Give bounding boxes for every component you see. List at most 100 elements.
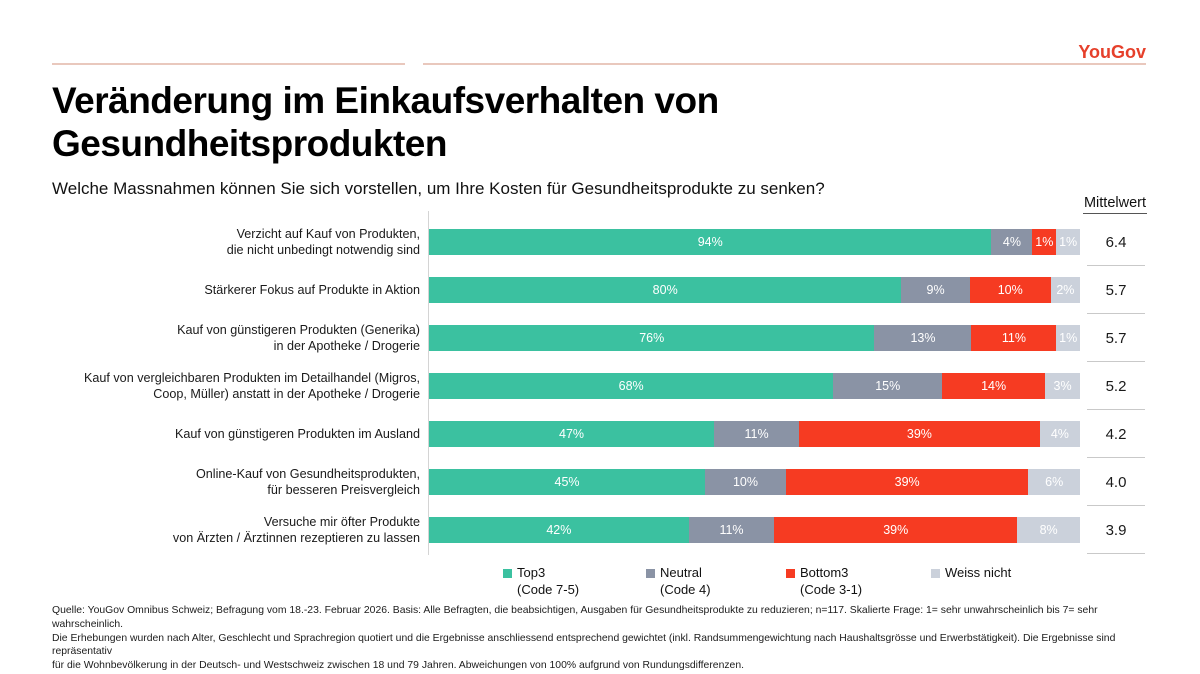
bar-segment-weiss-nicht: 1% [1056, 229, 1080, 255]
legend-swatch-icon [646, 569, 655, 578]
mean-column-header: Mittelwert [1080, 195, 1150, 214]
stacked-bar: 76% 13% 11% 1% [429, 325, 1080, 351]
segment-value-label: 4% [1050, 427, 1069, 441]
bar-segment-bottom3: 11% [971, 325, 1057, 351]
segment-value-label: 14% [981, 379, 1007, 393]
bar-segment-weiss-nicht: 3% [1045, 373, 1080, 399]
mean-value: 4.2 [1080, 410, 1152, 458]
bar-segment-bottom3: 39% [785, 469, 1029, 495]
chart-row: Online-Kauf von Gesundheitsprodukten, fü… [52, 458, 1152, 506]
category-label: Online-Kauf von Gesundheitsprodukten, fü… [195, 466, 420, 497]
segment-value-label: 76% [639, 331, 665, 345]
category-label: Stärkerer Fokus auf Produkte in Aktion [204, 282, 420, 297]
bar-segment-bottom3: 1% [1032, 229, 1057, 255]
legend-item-neutral: Neutral (Code 4) [646, 565, 786, 599]
mean-value: 5.7 [1080, 314, 1152, 362]
category-label: Kauf von günstigeren Produkten im Auslan… [174, 426, 420, 441]
segment-value-label: 11% [719, 523, 744, 537]
chart-row: Stärkerer Fokus auf Produkte in Aktion 80… [52, 266, 1152, 314]
segment-value-label: 94% [697, 235, 723, 249]
bar-segment-weiss-nicht: 4% [1039, 421, 1080, 447]
segment-value-label: 10% [732, 475, 758, 489]
category-label: Verzicht auf Kauf von Produkten, die nic… [226, 226, 420, 257]
mean-value: 5.2 [1080, 362, 1152, 410]
bar-segment-top3: 45% [429, 469, 706, 495]
legend-item-top3: Top3 (Code 7-5) [503, 565, 646, 599]
footnote-line: Die Erhebungen wurden nach Alter, Geschl… [52, 632, 1116, 658]
bar-segment-neutral: 4% [991, 229, 1033, 255]
segment-value-label: 39% [906, 427, 932, 441]
segment-value-label: 45% [554, 475, 580, 489]
segment-value-label: 8% [1039, 523, 1058, 537]
mean-value: 4.0 [1080, 458, 1152, 506]
chart-baseline-axis [428, 211, 429, 555]
category-label: Versuche mir öfter Produkte von Ärzten /… [172, 514, 420, 545]
bar-segment-bottom3: 39% [774, 517, 1018, 543]
segment-value-label: 39% [894, 475, 920, 489]
bar-segment-neutral: 11% [688, 517, 775, 543]
chart-row: Kauf von günstigeren Produkten im Auslan… [52, 410, 1152, 458]
segment-value-label: 68% [618, 379, 644, 393]
footnote-line: Quelle: YouGov Omnibus Schweiz; Befragun… [52, 605, 1098, 630]
header-accent-line-right [423, 63, 1146, 65]
segment-value-label: 42% [546, 523, 572, 537]
segment-value-label: 1% [1059, 235, 1078, 249]
bar-segment-neutral: 15% [833, 373, 943, 399]
legend-item-bottom3: Bottom3 (Code 3-1) [786, 565, 931, 599]
segment-value-label: 10% [997, 283, 1023, 297]
legend-label: Bottom3 (Code 3-1) [800, 565, 863, 597]
bar-segment-top3: 76% [429, 325, 875, 351]
mean-value: 5.7 [1080, 266, 1152, 314]
bar-segment-top3: 47% [429, 421, 715, 447]
bar-segment-neutral: 9% [901, 277, 970, 303]
bar-segment-weiss-nicht: 2% [1050, 277, 1080, 303]
chart-row: Versuche mir öfter Produkte von Ärzten /… [52, 506, 1152, 554]
bar-segment-top3: 94% [429, 229, 992, 255]
segment-value-label: 13% [910, 331, 936, 345]
chart-legend: Top3 (Code 7-5) Neutral (Code 4) Bottom3 (Cod… [503, 565, 1011, 599]
segment-value-label: 4% [1002, 235, 1021, 249]
page-title: Veränderung im Einkaufsverhalten von Ges… [52, 80, 719, 164]
stacked-bar-chart: Verzicht auf Kauf von Produkten, die nic… [52, 218, 1152, 554]
mean-value: 6.4 [1080, 218, 1152, 266]
legend-label: Neutral (Code 4) [660, 565, 711, 597]
segment-value-label: 39% [883, 523, 909, 537]
segment-value-label: 2% [1056, 283, 1075, 297]
chart-row: Kauf von vergleichbaren Produkten im Det… [52, 362, 1152, 410]
stacked-bar: 80% 9% 10% 2% [429, 277, 1080, 303]
stacked-bar: 42% 11% 39% 8% [429, 517, 1080, 543]
legend-label: Weiss nicht [945, 565, 1012, 580]
segment-value-label: 1% [1059, 331, 1078, 345]
category-label: Kauf von vergleichbaren Produkten im Det… [83, 370, 420, 401]
legend-item-weiss-nicht: Weiss nicht [931, 565, 1011, 599]
legend-swatch-icon [931, 569, 940, 578]
chart-row: Verzicht auf Kauf von Produkten, die nic… [52, 218, 1152, 266]
bar-segment-top3: 80% [429, 277, 902, 303]
bar-segment-weiss-nicht: 6% [1028, 469, 1080, 495]
chart-row: Kauf von günstigeren Produkten (Generika… [52, 314, 1152, 362]
bar-segment-weiss-nicht: 8% [1017, 517, 1080, 543]
bar-segment-weiss-nicht: 1% [1056, 325, 1080, 351]
stacked-bar: 94% 4% 1% 1% [429, 229, 1080, 255]
segment-value-label: 15% [875, 379, 901, 393]
yougov-logo: YouGov [1078, 42, 1146, 62]
footnote-line: für die Wohnbevölkerung in der Deutsch- … [52, 660, 744, 672]
chart-question-subtitle: Welche Massnahmen können Sie sich vorste… [52, 179, 825, 198]
bar-segment-bottom3: 10% [969, 277, 1051, 303]
stacked-bar: 68% 15% 14% 3% [429, 373, 1080, 399]
bar-segment-neutral: 11% [714, 421, 799, 447]
bar-segment-top3: 68% [429, 373, 834, 399]
segment-value-label: 6% [1045, 475, 1064, 489]
stacked-bar: 45% 10% 39% 6% [429, 469, 1080, 495]
mean-value: 3.9 [1080, 506, 1152, 554]
legend-swatch-icon [786, 569, 795, 578]
stacked-bar: 47% 11% 39% 4% [429, 421, 1080, 447]
segment-value-label: 1% [1035, 235, 1054, 249]
bar-segment-top3: 42% [429, 517, 689, 543]
bar-segment-neutral: 10% [705, 469, 786, 495]
bar-segment-bottom3: 39% [799, 421, 1040, 447]
bar-segment-neutral: 13% [874, 325, 972, 351]
segment-value-label: 47% [559, 427, 585, 441]
segment-value-label: 80% [652, 283, 678, 297]
